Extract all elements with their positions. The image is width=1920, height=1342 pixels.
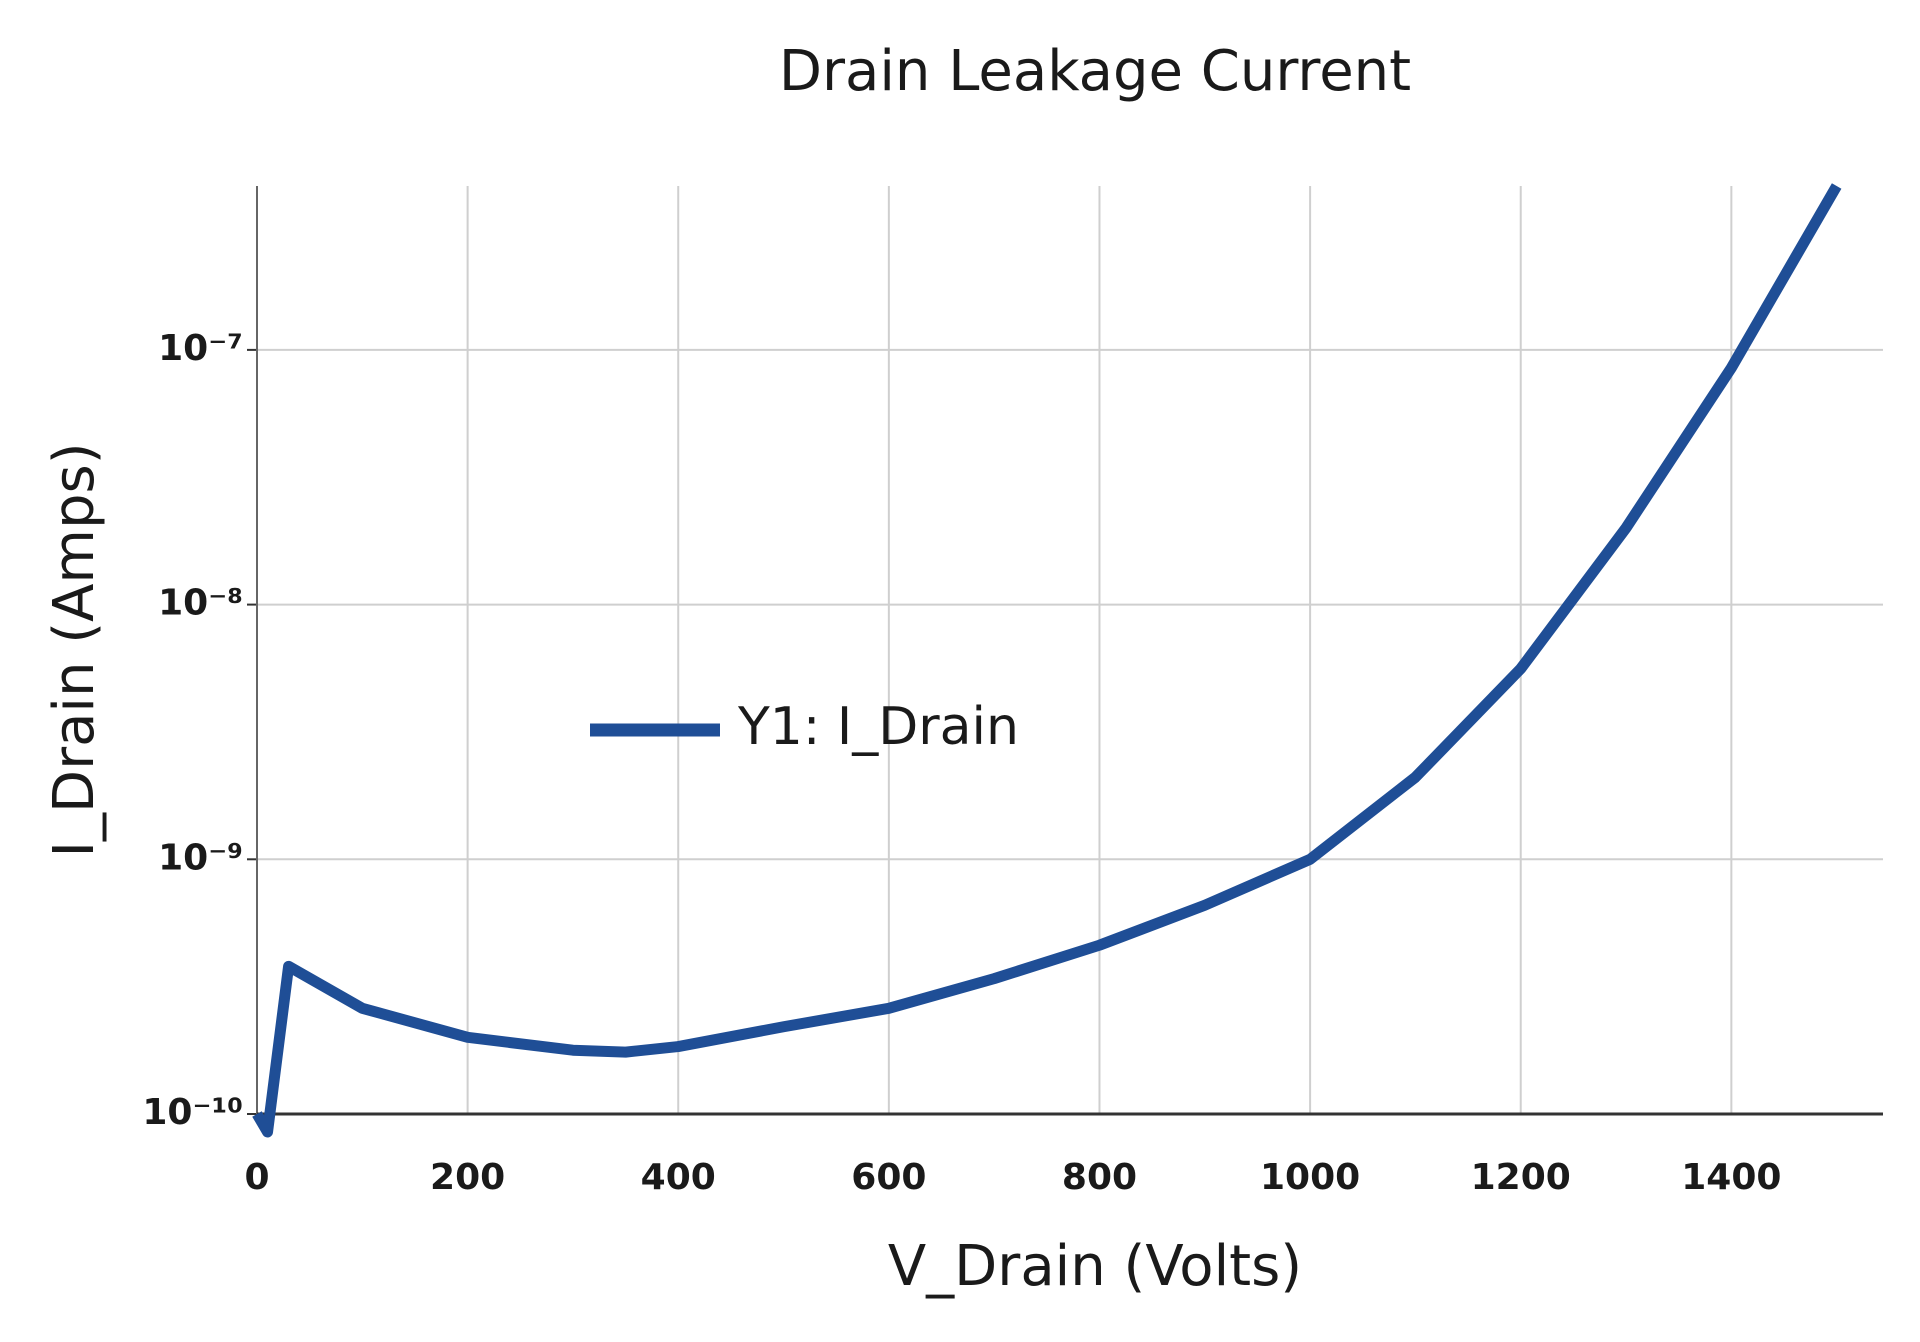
chart-title: Drain Leakage Current <box>779 39 1411 104</box>
x-tick-label: 1200 <box>1471 1157 1571 1198</box>
x-tick-label: 1400 <box>1681 1157 1781 1198</box>
x-tick-label: 800 <box>1062 1157 1137 1198</box>
y-tick-label: 10⁻⁷ <box>158 328 243 369</box>
x-axis-label: V_Drain (Volts) <box>888 1234 1302 1299</box>
y-tick-label: 10⁻⁸ <box>158 583 243 624</box>
y-tick-label: 10⁻¹⁰ <box>142 1092 243 1133</box>
x-tick-label: 0 <box>244 1157 269 1198</box>
x-tick-label: 1000 <box>1260 1157 1360 1198</box>
x-tick-label: 400 <box>641 1157 716 1198</box>
x-tick-label: 600 <box>851 1157 926 1198</box>
x-tick-label: 200 <box>430 1157 505 1198</box>
y-axis-label: I_Drain (Amps) <box>42 442 107 857</box>
y-tick-label: 10⁻⁹ <box>158 837 243 878</box>
legend-label: Y1: I_Drain <box>737 697 1019 757</box>
data-line <box>252 183 1842 1138</box>
